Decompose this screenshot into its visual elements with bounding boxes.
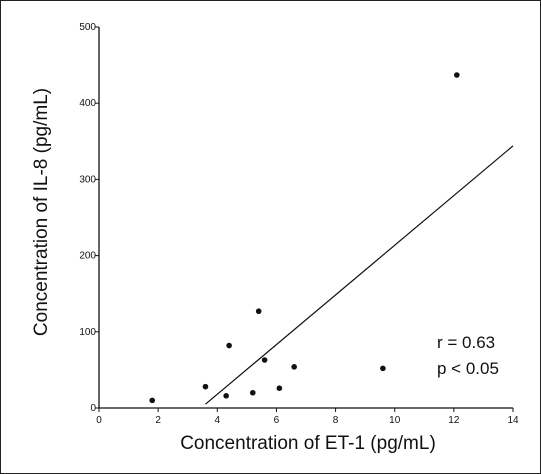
data-points bbox=[149, 72, 460, 404]
p-value: p < 0.05 bbox=[437, 359, 499, 378]
regression-line-group bbox=[205, 145, 514, 405]
data-point bbox=[149, 397, 156, 404]
data-point bbox=[291, 364, 297, 370]
ticks: 0 2 4 6 8 10 12 14 0 100 200 300 400 500 bbox=[79, 22, 519, 426]
x-tick-label: 4 bbox=[215, 415, 221, 426]
data-point bbox=[226, 342, 232, 349]
x-tick-label: 10 bbox=[389, 415, 401, 426]
x-tick-label: 6 bbox=[274, 415, 280, 426]
data-point bbox=[255, 308, 262, 315]
x-tick-label: 0 bbox=[96, 415, 102, 426]
data-point bbox=[454, 72, 460, 78]
x-tick-label: 14 bbox=[507, 415, 519, 426]
x-axis-title: Concentration of ET-1 (pg/mL) bbox=[180, 433, 436, 454]
data-point bbox=[261, 357, 268, 363]
x-tick-label: 2 bbox=[155, 415, 161, 426]
data-point bbox=[202, 383, 209, 390]
y-tick-label: 300 bbox=[79, 174, 96, 185]
data-point bbox=[249, 389, 256, 396]
data-point bbox=[223, 393, 229, 399]
y-tick-label: 400 bbox=[79, 98, 96, 109]
y-tick-label: 0 bbox=[90, 403, 96, 414]
x-tick-label: 8 bbox=[333, 415, 339, 426]
regression-line bbox=[205, 145, 514, 405]
data-point bbox=[380, 365, 386, 372]
y-axis-title: Concentration of IL-8 (pg/mL) bbox=[31, 88, 52, 336]
axes bbox=[98, 27, 513, 409]
x-tick-label: 12 bbox=[448, 415, 460, 426]
y-tick-label: 100 bbox=[79, 327, 96, 338]
y-tick-label: 500 bbox=[79, 22, 96, 33]
data-point bbox=[276, 385, 283, 391]
y-tick-label: 200 bbox=[79, 251, 96, 262]
correlation-coefficient: r = 0.63 bbox=[437, 333, 495, 352]
